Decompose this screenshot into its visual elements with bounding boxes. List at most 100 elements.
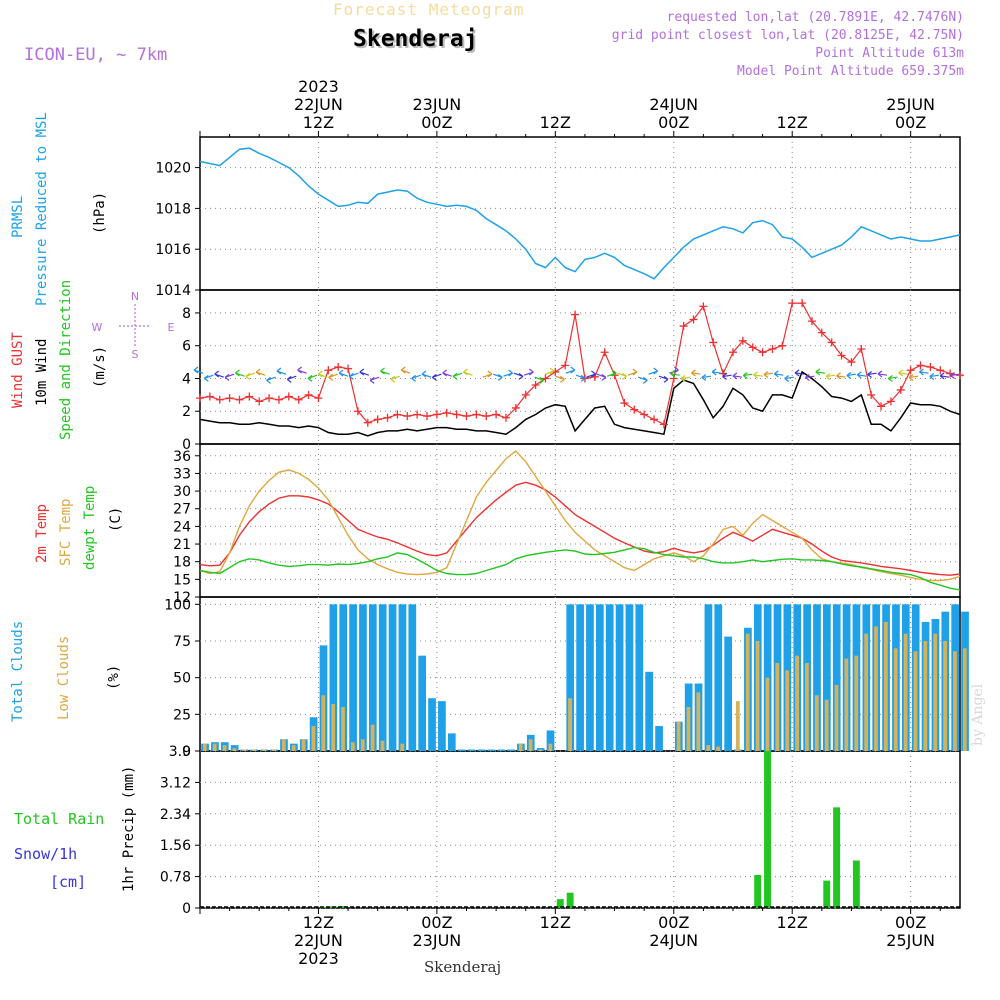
ytick-label-temp: 27 — [173, 502, 191, 518]
gust-marker — [926, 363, 935, 371]
total-cloud-bar — [625, 604, 634, 751]
wind-dir-arrowhead — [452, 372, 458, 380]
gust-marker — [817, 328, 826, 337]
low-cloud-bar — [854, 655, 859, 751]
wind-dir-arrowhead — [255, 368, 261, 376]
low-cloud-bar — [903, 633, 908, 751]
wind-dir-arrowhead — [867, 371, 872, 379]
wind-dir-arrowhead — [622, 372, 627, 380]
gust-marker — [877, 402, 886, 411]
wind-dir-arrow — [857, 374, 867, 377]
total-cloud-bar — [615, 604, 624, 751]
gust-marker — [403, 412, 412, 421]
total-cloud-bar — [457, 749, 466, 751]
low-cloud-bar — [518, 743, 523, 751]
wind-dir-arrowhead — [663, 375, 669, 383]
total-cloud-bar — [832, 604, 841, 751]
ytick-label-precip: 3.9 — [169, 744, 191, 760]
gust-marker — [215, 395, 224, 404]
model-label: ICON-EU, ~ 7km — [24, 45, 168, 65]
low-cloud-bar — [321, 695, 326, 751]
gust-marker — [294, 395, 303, 404]
low-cloud-bar — [232, 748, 237, 751]
wind-dir-arrow — [826, 374, 836, 378]
total-cloud-bar — [813, 604, 821, 751]
gust-marker — [571, 310, 580, 319]
low-cloud-bar — [341, 707, 345, 751]
low-cloud-bar — [933, 633, 938, 751]
ytick-label-temp: 18 — [173, 555, 191, 571]
low-cloud-bar — [923, 641, 928, 751]
gust-marker — [363, 418, 372, 427]
gust-marker — [413, 410, 422, 419]
total-cloud-bar — [329, 604, 338, 751]
gust-marker — [561, 361, 570, 370]
gust-marker — [916, 361, 925, 370]
wind-dir-arrow — [846, 373, 856, 377]
wind-dir-arrowhead — [888, 375, 893, 383]
snow-unit-label: [cm] — [50, 873, 87, 891]
total-cloud-bar — [576, 604, 584, 751]
wind-dir-arrowhead — [908, 374, 914, 382]
wind-dir-arrowhead — [691, 369, 696, 377]
total-cloud-bar — [704, 604, 713, 751]
gust-marker — [689, 315, 698, 324]
wind-dir-arrowhead — [580, 374, 586, 382]
time-label-bottom: 25JUN — [886, 931, 935, 950]
gust-marker — [541, 374, 550, 383]
low-cloud-bar — [380, 740, 385, 751]
gust-marker — [659, 420, 668, 429]
wind-dir-arrowhead — [528, 368, 534, 376]
low-cloud-bar — [874, 626, 878, 751]
wind-dir-arrowhead — [560, 375, 565, 383]
wind-dir-arrowhead — [570, 366, 576, 374]
ytick-label-clouds: 50 — [173, 671, 191, 687]
panel-frame-temp — [199, 443, 961, 598]
wind-dir-arrowhead — [369, 376, 375, 384]
wind-dir-arrowhead — [805, 374, 810, 382]
model-altitude: Model Point Altitude 659.375m — [737, 64, 964, 79]
ytick-label-precip: 0.78 — [160, 870, 191, 886]
low-cloud-bar — [765, 677, 770, 751]
wind-dir-arrowhead — [642, 376, 648, 384]
rain-bar — [556, 899, 564, 908]
wind-dir-arrowhead — [632, 368, 638, 376]
gust-marker — [630, 405, 639, 414]
wind-dir-arrowhead — [487, 370, 493, 378]
gust-marker — [709, 338, 718, 347]
compass-w: W — [92, 321, 103, 334]
panel-frame-pressure — [199, 136, 961, 291]
wind-dir-arrowhead — [421, 370, 427, 378]
gridpoint-coords: grid point closest lon,lat (20.8125E, 42… — [611, 28, 964, 43]
wind-dir-arrowhead — [235, 369, 240, 377]
wind-dir-arrow — [815, 371, 825, 374]
wind-dir-arrowhead — [591, 370, 596, 378]
wind-dir-arrowhead — [794, 369, 800, 377]
gust-marker — [383, 413, 392, 422]
wind-dir-arrowhead — [732, 372, 738, 380]
wind-dir-arrowhead — [711, 368, 717, 376]
total-cloud-bar — [477, 749, 486, 751]
gust-marker — [482, 412, 491, 421]
wind-dir-arrow — [940, 375, 950, 378]
wind-dir-arrowhead — [328, 373, 334, 381]
low-cloud-bar — [301, 739, 306, 751]
gust-marker — [245, 392, 254, 401]
time-label-top: 24JUN — [649, 95, 698, 114]
wind-dir-arrow — [670, 373, 680, 376]
wind-dir-arrowhead — [349, 372, 354, 380]
wind-dir-arrowhead — [442, 369, 448, 377]
low-cloud-bar — [548, 743, 553, 751]
low-cloud-bar — [262, 749, 266, 751]
compass-e: E — [168, 321, 175, 334]
gust-marker — [353, 407, 362, 416]
wind-dir-arrow — [743, 373, 753, 377]
time-label-bottom: 12Z — [777, 913, 808, 932]
wind10m-line — [199, 370, 961, 437]
time-label-bottom: 00Z — [658, 913, 689, 932]
total-cloud-bar — [635, 604, 644, 751]
total-cloud-bar — [714, 604, 723, 751]
total-cloud-bar — [823, 604, 831, 751]
gust-marker — [274, 395, 283, 404]
